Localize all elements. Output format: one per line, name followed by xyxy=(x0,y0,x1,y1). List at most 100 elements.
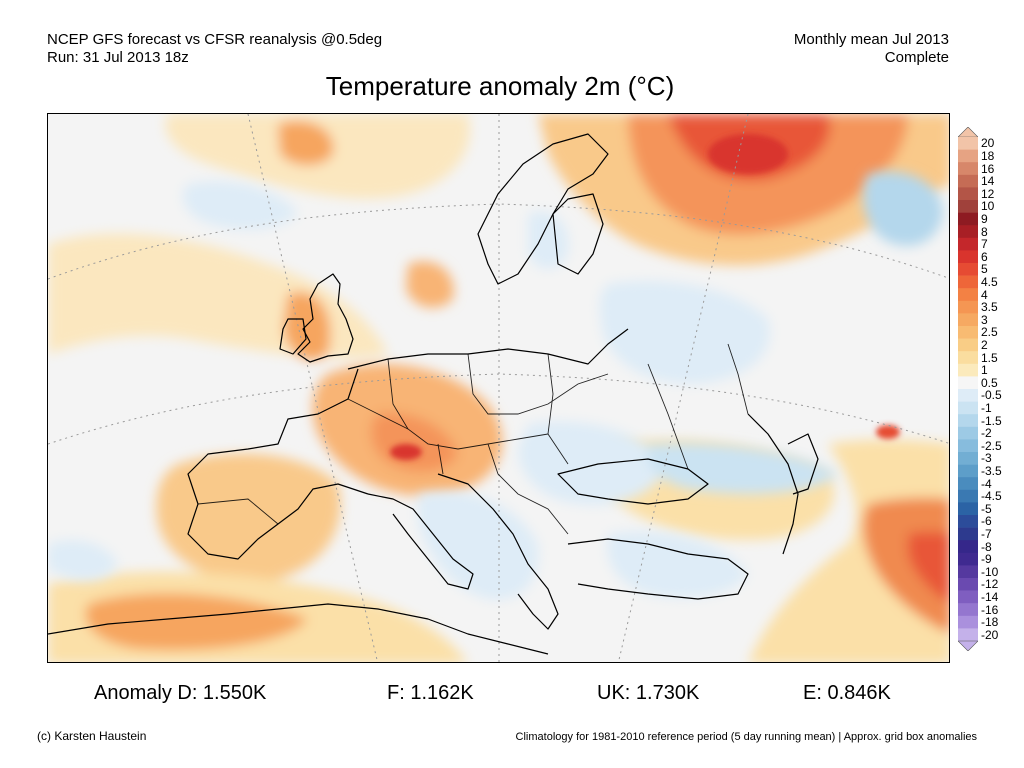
colorbar-swatch xyxy=(958,502,978,516)
colorbar-top-arrow xyxy=(958,127,978,138)
colorbar-label: 18 xyxy=(981,148,995,163)
cool-anomaly-field xyxy=(48,171,943,600)
colorbar-swatch xyxy=(958,363,978,377)
colorbar-label: 4 xyxy=(981,287,988,302)
colorbar-swatch xyxy=(958,174,978,188)
colorbar-swatch xyxy=(958,527,978,541)
colorbar-swatch xyxy=(958,552,978,566)
colorbar-label: -14 xyxy=(981,589,999,604)
colorbar-label: 6 xyxy=(981,249,988,264)
colorbar-swatch xyxy=(958,237,978,251)
caspian-east xyxy=(787,433,819,495)
colorbar-label: -0.5 xyxy=(981,388,1002,403)
italy-outline xyxy=(367,493,474,590)
colorbar-swatch xyxy=(958,590,978,604)
map-graphic xyxy=(48,114,949,662)
colorbar-swatch xyxy=(958,338,978,352)
anomaly-uk: UK: 1.730K xyxy=(597,682,700,704)
climatology-note: Climatology for 1981-2010 reference peri… xyxy=(515,731,977,743)
north-africa-coast xyxy=(48,603,549,655)
balkan-coast xyxy=(437,473,559,630)
colorbar-label: -16 xyxy=(981,602,999,617)
colorbar-label: 8 xyxy=(981,224,988,239)
north-coast xyxy=(347,328,629,370)
colorbar-label: 3 xyxy=(981,312,988,327)
colorbar-label: -4.5 xyxy=(981,489,1002,504)
colorbar-label: -9 xyxy=(981,552,992,567)
colorbar xyxy=(958,127,978,651)
scandinavia-outline xyxy=(477,133,609,285)
map-title: Temperature anomaly 2m (°C) xyxy=(325,71,675,101)
finland-outline xyxy=(552,193,604,275)
colorbar-label: -5 xyxy=(981,501,992,516)
colorbar-label: 5 xyxy=(981,262,988,277)
colorbar-label: 20 xyxy=(981,136,995,151)
iberia-france-coast xyxy=(187,368,369,560)
colorbar-swatch xyxy=(958,477,978,491)
stats-row: Anomaly D: 1.550K F: 1.162K UK: 1.730K E… xyxy=(0,680,1024,706)
anomaly-field xyxy=(48,114,949,662)
colorbar-swatch xyxy=(958,376,978,390)
colorbar-swatch xyxy=(958,615,978,629)
ireland-outline xyxy=(279,318,307,355)
copyright: (c) Karsten Haustein xyxy=(37,729,147,743)
colorbar-label: -6 xyxy=(981,514,992,529)
turkey-coast xyxy=(567,538,749,600)
colorbar-label: -12 xyxy=(981,577,999,592)
colorbar-label: 3.5 xyxy=(981,300,998,315)
colorbar-swatch xyxy=(958,200,978,213)
colorbar-swatch xyxy=(958,515,978,528)
colorbar-label: -2.5 xyxy=(981,438,1002,453)
period-label: Monthly mean Jul 2013 xyxy=(793,31,949,48)
coastlines xyxy=(48,133,819,655)
colorbar-swatch xyxy=(958,464,978,478)
colorbar-label: 1 xyxy=(981,363,988,378)
colorbar-label: -4 xyxy=(981,476,992,491)
colorbar-swatch xyxy=(958,288,978,302)
colorbar-swatch xyxy=(958,250,978,264)
anomaly-germany: Anomaly D: 1.550K xyxy=(94,682,267,704)
anomaly-france: F: 1.162K xyxy=(387,682,474,704)
colorbar-label: -1.5 xyxy=(981,413,1002,428)
colorbar-label: 16 xyxy=(981,161,995,176)
colorbar-swatch xyxy=(958,263,978,276)
colorbar-label: -7 xyxy=(981,526,992,541)
caspian-outline xyxy=(747,413,799,555)
colorbar-swatch xyxy=(958,389,978,402)
colorbar-label: -1 xyxy=(981,400,992,415)
colorbar-swatch xyxy=(958,212,978,226)
colorbar-swatch xyxy=(958,300,978,314)
colorbar-label: 10 xyxy=(981,199,995,214)
anomaly-map xyxy=(47,113,950,663)
colorbar-swatch xyxy=(958,452,978,465)
colorbar-swatch xyxy=(958,489,978,503)
colorbar-label: 1.5 xyxy=(981,350,998,365)
colorbar-swatch xyxy=(958,578,978,591)
colorbar-swatch xyxy=(958,326,978,339)
colorbar-swatch xyxy=(958,162,978,176)
colorbar-label: -2 xyxy=(981,426,992,441)
colorbar-label: -20 xyxy=(981,627,999,642)
run-time: Run: 31 Jul 2013 18z xyxy=(47,49,189,66)
colorbar-label: -8 xyxy=(981,539,992,554)
colorbar-swatch xyxy=(958,540,978,554)
colorbar-swatch xyxy=(958,225,978,239)
colorbar-swatch xyxy=(958,313,978,327)
colorbar-label: 7 xyxy=(981,237,988,252)
colorbar-bottom-arrow xyxy=(958,640,978,651)
colorbar-swatch xyxy=(958,565,978,579)
colorbar-swatch xyxy=(958,187,978,201)
colorbar-label: 14 xyxy=(981,174,995,189)
graticule xyxy=(48,114,949,662)
colorbar-label: 9 xyxy=(981,211,988,226)
colorbar-label: 12 xyxy=(981,186,995,201)
black-sea-outline xyxy=(557,458,709,505)
colorbar-swatch xyxy=(958,426,978,440)
colorbar-label: 2 xyxy=(981,337,988,352)
colorbar-swatch xyxy=(958,414,978,428)
hotspot-field xyxy=(390,134,900,460)
colorbar-swatch xyxy=(958,628,978,642)
colorbar-label: -18 xyxy=(981,615,999,630)
colorbar-label: 4.5 xyxy=(981,274,998,289)
model-description: NCEP GFS forecast vs CFSR reanalysis @0.… xyxy=(47,31,383,48)
